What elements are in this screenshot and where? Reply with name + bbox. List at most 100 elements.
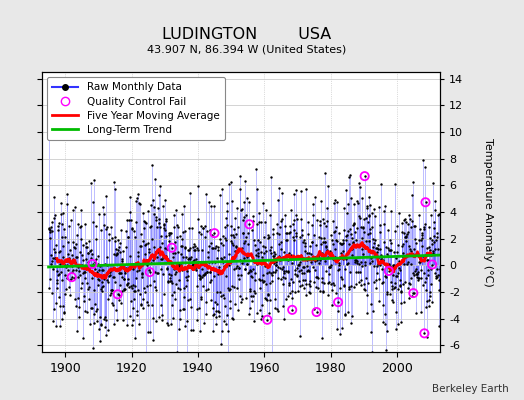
- Point: [77, 223, 85, 230]
- Point: [189, 258, 197, 264]
- Point: [259, 272, 267, 278]
- Point: [335, 262, 343, 268]
- Point: [209, 245, 217, 252]
- Point: [180, 306, 188, 312]
- Point: [235, 276, 243, 282]
- Point: [347, 231, 355, 237]
- Point: [381, 346, 390, 353]
- Point: [66, 276, 74, 283]
- Point: [180, 228, 189, 234]
- Point: [331, 246, 339, 252]
- Point: [150, 277, 158, 284]
- Point: [109, 266, 117, 272]
- Point: [435, 272, 444, 278]
- Point: [186, 256, 194, 262]
- Point: [210, 310, 219, 317]
- Point: [205, 258, 213, 265]
- Point: [152, 216, 161, 223]
- Point: [405, 212, 413, 218]
- Point: [100, 276, 108, 282]
- Point: [405, 243, 413, 249]
- Point: [163, 266, 172, 272]
- Point: [344, 309, 353, 315]
- Point: [176, 307, 184, 313]
- Point: [119, 317, 127, 323]
- Point: [82, 244, 90, 251]
- Point: [132, 198, 140, 204]
- Point: [297, 188, 305, 194]
- Point: [322, 244, 331, 250]
- Point: [188, 263, 196, 269]
- Point: [86, 263, 94, 270]
- Point: [383, 291, 391, 297]
- Point: [207, 277, 215, 283]
- Point: [292, 233, 300, 239]
- Point: [210, 230, 219, 236]
- Point: [144, 240, 152, 246]
- Point: [391, 272, 400, 279]
- Point: [120, 286, 128, 293]
- Point: [210, 230, 219, 236]
- Point: [338, 241, 346, 247]
- Point: [118, 288, 126, 294]
- Point: [265, 234, 274, 240]
- Point: [131, 335, 139, 341]
- Point: [217, 340, 226, 347]
- Point: [274, 275, 282, 281]
- Point: [259, 250, 268, 257]
- Point: [334, 266, 343, 273]
- Point: [389, 298, 398, 305]
- Point: [237, 298, 246, 305]
- Point: [168, 292, 177, 298]
- Point: [191, 264, 199, 270]
- Point: [115, 269, 124, 276]
- Point: [278, 215, 287, 222]
- Point: [163, 246, 171, 252]
- Point: [109, 274, 117, 280]
- Point: [75, 262, 84, 269]
- Point: [363, 292, 371, 298]
- Point: [424, 297, 433, 303]
- Point: [244, 230, 252, 236]
- Point: [111, 186, 119, 192]
- Point: [223, 200, 232, 207]
- Point: [143, 299, 151, 305]
- Point: [321, 170, 329, 176]
- Point: [313, 257, 322, 264]
- Point: [294, 262, 302, 268]
- Point: [138, 271, 146, 277]
- Point: [287, 252, 296, 259]
- Point: [210, 273, 218, 279]
- Point: [268, 272, 276, 278]
- Point: [346, 226, 354, 232]
- Point: [209, 311, 217, 318]
- Point: [362, 275, 370, 281]
- Point: [219, 242, 227, 248]
- Point: [75, 314, 83, 320]
- Point: [354, 200, 362, 206]
- Point: [276, 264, 285, 271]
- Point: [431, 198, 439, 204]
- Point: [298, 282, 306, 288]
- Point: [83, 250, 92, 257]
- Point: [187, 304, 195, 310]
- Point: [416, 259, 424, 265]
- Point: [119, 262, 127, 268]
- Point: [104, 296, 112, 302]
- Point: [255, 209, 263, 216]
- Point: [193, 183, 202, 189]
- Point: [88, 305, 96, 311]
- Point: [137, 243, 146, 250]
- Point: [263, 316, 271, 323]
- Point: [346, 320, 355, 327]
- Point: [251, 290, 259, 296]
- Point: [291, 271, 299, 277]
- Point: [265, 297, 274, 303]
- Point: [121, 266, 129, 272]
- Point: [119, 276, 128, 282]
- Point: [292, 187, 300, 193]
- Point: [359, 286, 368, 292]
- Point: [387, 239, 395, 246]
- Point: [308, 239, 316, 245]
- Point: [341, 311, 349, 318]
